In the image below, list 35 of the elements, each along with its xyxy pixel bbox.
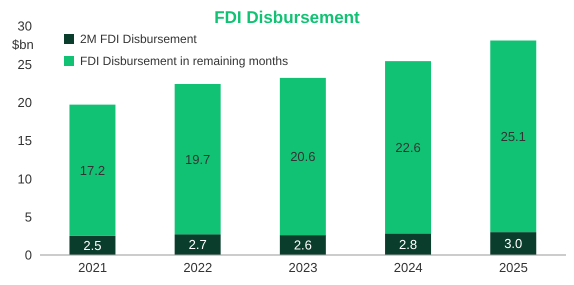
data-label: 2.6 — [294, 238, 312, 253]
x-tick-label: 2023 — [288, 260, 318, 276]
data-label: 20.6 — [290, 149, 316, 164]
data-label: 17.2 — [80, 162, 106, 178]
legend-label: 2M FDI Disbursement — [80, 31, 197, 48]
bar — [280, 235, 326, 255]
y-tick-label: 10 — [18, 171, 32, 186]
x-tick-label: 2024 — [394, 260, 423, 276]
bar — [69, 104, 116, 236]
data-label: 2.7 — [188, 237, 207, 252]
bar — [490, 232, 536, 255]
y-tick-label: 15 — [18, 133, 32, 148]
x-tick-label: 2021 — [78, 260, 108, 276]
y-axis-title: $bn — [12, 37, 34, 52]
legend-label: FDI Disbursement in remaining months — [80, 53, 288, 70]
y-tick-label: 20 — [18, 94, 32, 110]
bar — [385, 234, 432, 255]
bar — [385, 61, 432, 234]
data-label: 25.1 — [500, 128, 526, 144]
y-tick-label: 25 — [18, 56, 32, 72]
x-tick-label: 2025 — [498, 260, 528, 276]
x-tick-label: 2022 — [183, 260, 212, 276]
y-tick-label: 30 — [18, 18, 32, 34]
data-label: 22.6 — [395, 140, 421, 155]
data-label: 3.0 — [504, 236, 522, 252]
data-label: 2.8 — [399, 236, 418, 252]
y-tick-label: 5 — [24, 209, 32, 224]
bar — [280, 78, 326, 236]
data-label: 19.7 — [185, 152, 210, 167]
data-label: 2.5 — [83, 238, 102, 254]
chart-title: FDI Disbursement — [214, 8, 360, 27]
y-tick-label: 0 — [24, 248, 32, 263]
bar — [174, 234, 221, 255]
bar — [174, 84, 221, 234]
bar — [490, 40, 536, 232]
